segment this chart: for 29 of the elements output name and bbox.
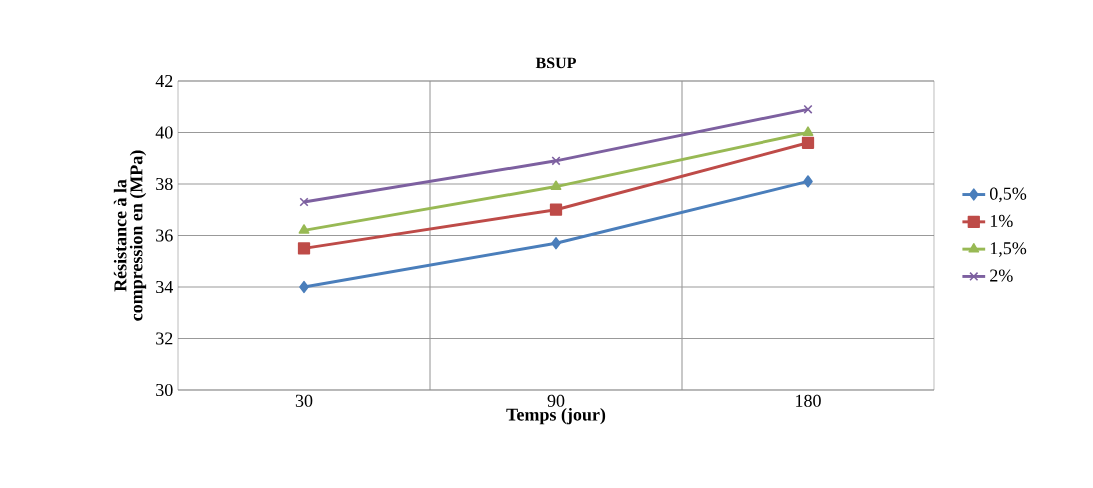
point bbox=[550, 180, 562, 191]
point bbox=[551, 156, 561, 166]
point bbox=[297, 242, 311, 255]
point bbox=[299, 197, 309, 207]
y-tick-label: 36 bbox=[156, 229, 173, 242]
legend-label: 0,5% bbox=[990, 187, 1027, 203]
legend-label: 2% bbox=[990, 269, 1013, 282]
y-tick-label: 30 bbox=[156, 383, 173, 397]
point bbox=[299, 280, 309, 294]
legend-label: 1% bbox=[990, 214, 1013, 228]
x-tick-label: 90 bbox=[547, 394, 565, 407]
y-tick-label: 42 bbox=[155, 75, 173, 87]
chart-title: BSUP bbox=[535, 57, 576, 69]
point bbox=[803, 175, 813, 188]
x-tick-label: 30 bbox=[295, 394, 313, 407]
point bbox=[551, 237, 561, 250]
point bbox=[803, 104, 813, 114]
x-tick-label: 180 bbox=[796, 394, 821, 407]
point bbox=[802, 126, 814, 136]
y-tick-label: 40 bbox=[155, 126, 173, 139]
y-axis-title: Résistance à la compression en (MPa) bbox=[113, 150, 147, 321]
y-tick-label: 32 bbox=[156, 332, 173, 345]
legend-label: 1,5% bbox=[990, 242, 1027, 257]
point bbox=[549, 203, 563, 216]
point bbox=[298, 224, 310, 234]
x-axis-title: Temps (jour) bbox=[506, 408, 606, 425]
y-tick-label: 34 bbox=[156, 280, 174, 294]
y-tick-label: 38 bbox=[156, 177, 173, 191]
point bbox=[801, 136, 815, 149]
